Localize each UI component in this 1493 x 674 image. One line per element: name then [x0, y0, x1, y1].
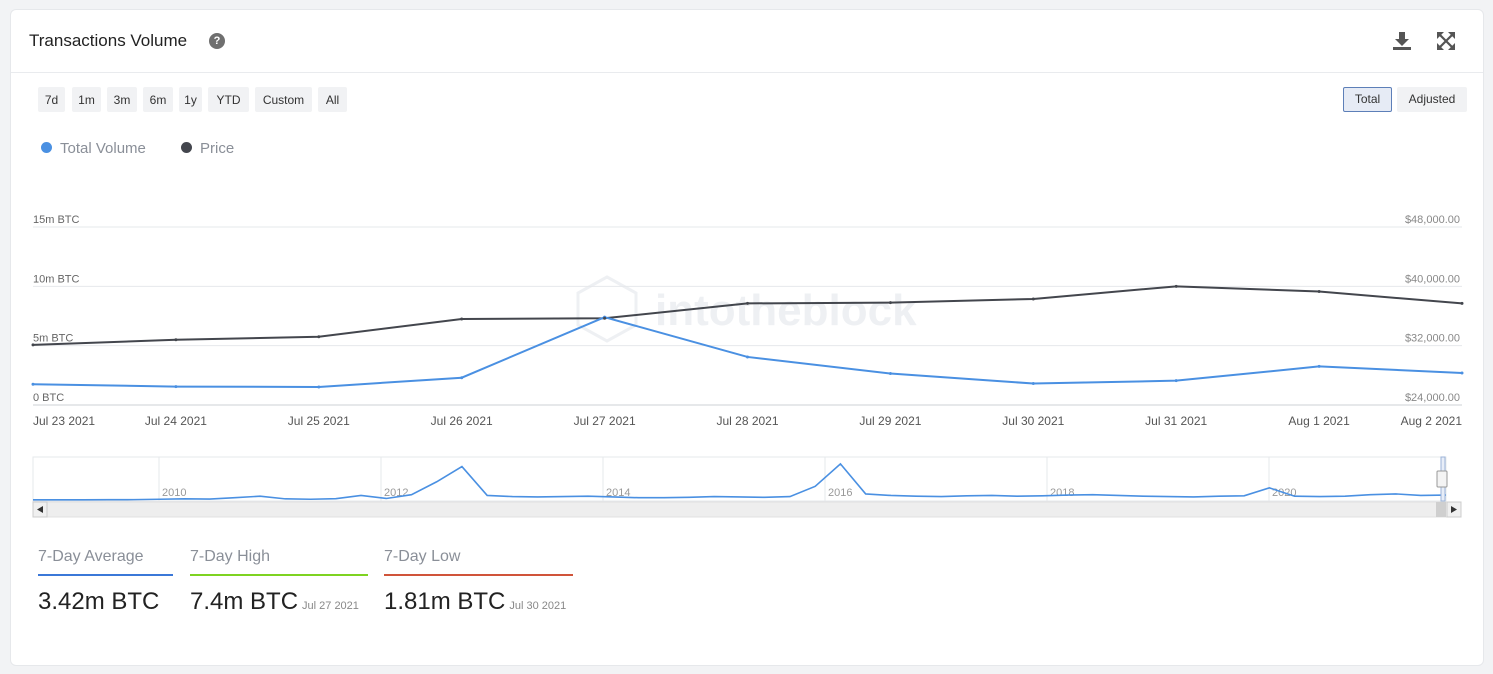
x-axis-tick: Aug 2 2021 — [1401, 414, 1463, 428]
legend-dot-icon — [181, 142, 192, 153]
stat-value-text: 3.42m BTC — [38, 588, 160, 615]
stat-underline — [384, 574, 573, 576]
total-volume-point — [1460, 371, 1464, 375]
left-axis-tick: 15m BTC — [33, 214, 80, 226]
total-volume-point — [1174, 379, 1178, 383]
stat-label: 7-Day High — [190, 548, 271, 565]
navigator-year-label: 2010 — [162, 487, 186, 499]
legend-label: Total Volume — [60, 140, 146, 157]
scroll-left-arrow-icon — [37, 506, 43, 513]
card-title: Transactions Volume — [29, 31, 188, 50]
expand-icon[interactable] — [1435, 30, 1457, 52]
price-point — [31, 343, 35, 347]
total-mode-button[interactable]: Total — [1343, 87, 1392, 112]
scrollbar-track — [32, 501, 1462, 518]
price-point — [603, 316, 607, 320]
question-circle-icon[interactable]: ? — [209, 33, 225, 49]
x-axis-tick: Jul 24 2021 — [145, 414, 207, 428]
price-point — [1317, 290, 1321, 294]
navigator-handle — [1436, 470, 1448, 488]
price-point — [460, 317, 464, 321]
total-volume-point — [1031, 382, 1035, 386]
x-axis-tick: Jul 29 2021 — [859, 414, 921, 428]
right-axis-tick: $24,000.00 — [1405, 392, 1460, 404]
legend-dot-icon — [41, 142, 52, 153]
stat-label: 7-Day Average — [38, 548, 144, 565]
navigator-panel — [32, 456, 1447, 502]
legend-price[interactable]: Price — [181, 140, 234, 157]
scrollbar-thumb — [1436, 502, 1446, 517]
price-point — [746, 301, 749, 305]
price-point — [1460, 301, 1464, 305]
right-axis-tick: $48,000.00 — [1405, 214, 1460, 226]
stat-value-text: 1.81m BTC — [384, 588, 506, 615]
price-point — [1031, 297, 1035, 301]
x-axis-tick: Jul 30 2021 — [1002, 414, 1064, 428]
total-volume-point — [317, 385, 321, 389]
right-axis-tick: $32,000.00 — [1405, 333, 1460, 345]
price-point — [1174, 284, 1178, 288]
left-axis-tick: 10m BTC — [33, 273, 80, 285]
right-axis-tick: $40,000.00 — [1405, 273, 1460, 285]
x-axis-tick: Jul 28 2021 — [716, 414, 778, 428]
stat-underline — [190, 574, 368, 576]
total-volume-point — [460, 376, 464, 380]
stat-7day-low: 7-Day Low 1.81m BTC Jul 30 2021 — [384, 548, 573, 616]
watermark-logo: intotheblock — [655, 286, 917, 335]
range-7d-button[interactable]: 7d — [38, 87, 65, 112]
navigator-year-label: 2014 — [606, 487, 630, 499]
range-6m-button[interactable]: 6m — [143, 87, 173, 112]
navigator-series-line — [33, 462, 1447, 501]
legend-label: Price — [200, 140, 235, 157]
range-1y-button[interactable]: 1y — [179, 87, 202, 112]
stat-date: Jul 27 2021 — [302, 600, 359, 612]
adjusted-mode-button[interactable]: Adjusted — [1397, 87, 1467, 112]
x-axis-tick: Jul 26 2021 — [431, 414, 493, 428]
total-volume-point — [31, 382, 35, 386]
range-all-button[interactable]: All — [318, 87, 347, 112]
stat-date: Jul 30 2021 — [509, 600, 567, 612]
card-header: Transactions Volume ? — [11, 10, 1483, 73]
price-point — [174, 338, 178, 342]
watermark-hex-icon — [576, 275, 638, 343]
stat-value: 7.4m BTC Jul 27 2021 — [190, 588, 368, 616]
price-point — [888, 301, 892, 305]
download-icon[interactable] — [1391, 30, 1413, 52]
x-axis-tick: Jul 23 2021 — [33, 414, 95, 428]
total-volume-point — [174, 385, 178, 389]
left-axis-tick: 0 BTC — [33, 392, 64, 404]
range-ytd-button[interactable]: YTD — [208, 87, 249, 112]
x-axis-tick: Aug 1 2021 — [1288, 414, 1350, 428]
stat-value: 1.81m BTC Jul 30 2021 — [384, 588, 573, 616]
x-axis-tick: Jul 27 2021 — [574, 414, 636, 428]
stat-7day-average: 7-Day Average 3.42m BTC — [38, 548, 173, 616]
total-volume-point — [1317, 364, 1321, 368]
legend-total-volume[interactable]: Total Volume — [41, 140, 146, 157]
x-axis-tick: Jul 31 2021 — [1145, 414, 1207, 428]
scroll-right-arrow-icon — [1451, 506, 1457, 513]
price-point — [317, 335, 321, 339]
navigator-year-label: 2018 — [1050, 487, 1074, 499]
stat-underline — [38, 574, 173, 576]
navigator-year-label: 2016 — [828, 487, 852, 499]
total-volume-point — [746, 355, 749, 359]
total-volume-point — [888, 372, 892, 376]
stat-7day-high: 7-Day High 7.4m BTC Jul 27 2021 — [190, 548, 368, 616]
stat-label: 7-Day Low — [384, 548, 461, 565]
left-axis-tick: 5m BTC — [33, 333, 73, 345]
range-3m-button[interactable]: 3m — [107, 87, 137, 112]
stat-value: 3.42m BTC — [38, 588, 173, 616]
stat-value-text: 7.4m BTC — [190, 588, 299, 615]
x-axis-tick: Jul 25 2021 — [288, 414, 350, 428]
range-custom-button[interactable]: Custom — [255, 87, 312, 112]
range-1m-button[interactable]: 1m — [72, 87, 101, 112]
